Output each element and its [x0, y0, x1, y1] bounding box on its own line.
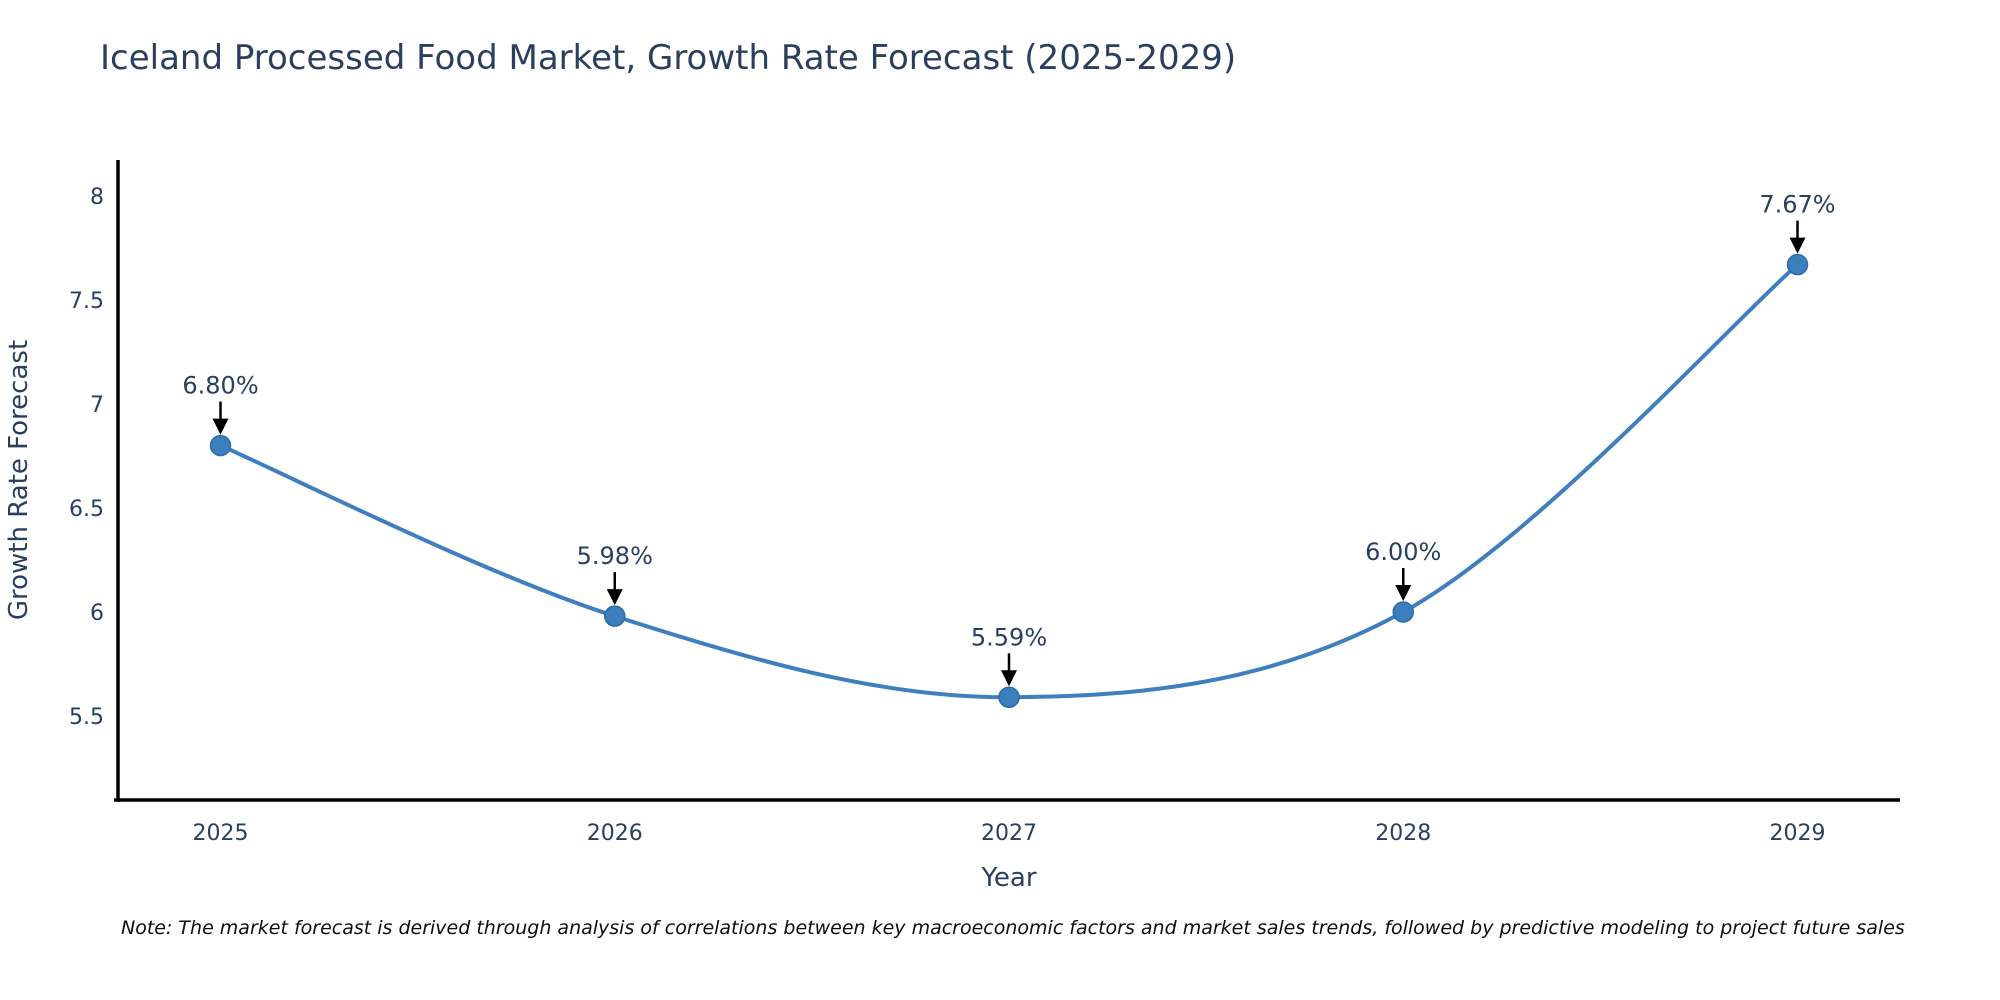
point-value-label: 5.59%	[971, 623, 1047, 651]
data-point-2025	[209, 434, 232, 457]
data-point-2026	[604, 605, 626, 627]
x-axis-tick-labels: 2025 2026 2027 2028 2029	[193, 821, 1826, 846]
annotation-arrowhead-icon	[606, 589, 623, 606]
annotation-arrowhead-icon	[212, 418, 229, 435]
annotation-arrowhead-icon	[1789, 237, 1806, 254]
data-point-2027	[998, 686, 1020, 709]
y-tick-label: 8	[90, 185, 104, 210]
x-tick-label: 2028	[1375, 821, 1431, 846]
point-annotations: 6.80% 5.98% 5.59% 6.00% 7.67%	[182, 191, 1836, 687]
annotation-arrowhead-icon	[1395, 584, 1412, 601]
x-tick-label: 2026	[587, 821, 643, 846]
y-tick-label: 7	[90, 393, 104, 418]
y-tick-label: 7.5	[69, 289, 104, 314]
annotation-arrowhead-icon	[1001, 670, 1017, 687]
footnote: Note: The market forecast is derived thr…	[121, 917, 1905, 939]
point-value-label: 5.98%	[577, 542, 653, 570]
x-tick-label: 2025	[193, 821, 249, 846]
x-axis-title: Year	[980, 863, 1036, 893]
x-tick-label: 2027	[981, 821, 1037, 846]
y-tick-label: 6.5	[69, 497, 104, 522]
data-point-2028	[1392, 601, 1414, 623]
point-value-label: 6.80%	[182, 372, 258, 400]
y-tick-label: 6	[90, 601, 104, 626]
x-tick-label: 2029	[1769, 821, 1825, 846]
point-value-label: 6.00%	[1365, 538, 1441, 566]
point-value-label: 7.67%	[1759, 191, 1835, 219]
y-axis-title: Growth Rate Forecast	[4, 340, 34, 620]
data-point-2029	[1786, 253, 1809, 276]
chart-title: Iceland Processed Food Market, Growth Ra…	[100, 38, 1237, 78]
y-axis-tick-labels: 5.5 6 6.5 7 7.5 8	[69, 185, 104, 730]
line-series	[209, 253, 1809, 709]
y-tick-label: 5.5	[69, 705, 104, 730]
axes	[114, 160, 1900, 802]
